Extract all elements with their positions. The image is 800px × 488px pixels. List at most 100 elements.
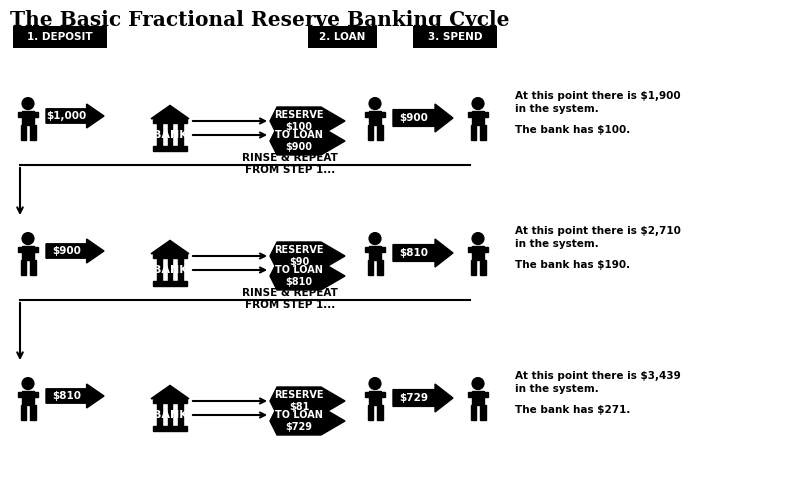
Text: in the system.: in the system. — [515, 384, 598, 394]
Circle shape — [22, 378, 34, 389]
FancyBboxPatch shape — [153, 254, 187, 259]
Text: The bank has $271.: The bank has $271. — [515, 405, 630, 415]
FancyBboxPatch shape — [30, 260, 35, 275]
Circle shape — [369, 233, 381, 244]
Text: RESERVE
$100: RESERVE $100 — [274, 110, 324, 132]
Text: $900: $900 — [52, 246, 81, 256]
FancyBboxPatch shape — [367, 405, 374, 420]
FancyBboxPatch shape — [470, 125, 476, 140]
FancyBboxPatch shape — [22, 246, 34, 260]
FancyBboxPatch shape — [153, 399, 187, 404]
FancyBboxPatch shape — [168, 123, 172, 146]
FancyBboxPatch shape — [369, 246, 382, 260]
FancyBboxPatch shape — [153, 119, 187, 123]
Text: in the system.: in the system. — [515, 104, 598, 114]
FancyBboxPatch shape — [178, 404, 183, 426]
Polygon shape — [151, 241, 189, 254]
Text: FROM STEP 1...: FROM STEP 1... — [245, 165, 335, 175]
FancyBboxPatch shape — [468, 392, 488, 397]
FancyBboxPatch shape — [22, 391, 34, 405]
FancyBboxPatch shape — [18, 392, 38, 397]
FancyBboxPatch shape — [367, 260, 374, 275]
Text: RESERVE
$81: RESERVE $81 — [274, 390, 324, 411]
Text: $1,000: $1,000 — [46, 111, 86, 121]
Polygon shape — [151, 386, 189, 399]
Text: RESERVE
$90: RESERVE $90 — [274, 245, 324, 266]
Text: At this point there is $1,900: At this point there is $1,900 — [515, 91, 681, 101]
Polygon shape — [393, 239, 453, 267]
Polygon shape — [270, 127, 345, 155]
FancyBboxPatch shape — [157, 123, 162, 146]
FancyBboxPatch shape — [168, 259, 172, 281]
Text: $729: $729 — [399, 393, 429, 403]
FancyBboxPatch shape — [369, 111, 382, 125]
FancyBboxPatch shape — [157, 404, 162, 426]
FancyBboxPatch shape — [470, 405, 476, 420]
Circle shape — [22, 233, 34, 244]
FancyBboxPatch shape — [366, 392, 385, 397]
Text: BANK: BANK — [153, 130, 187, 140]
FancyBboxPatch shape — [18, 247, 38, 252]
FancyBboxPatch shape — [21, 405, 26, 420]
Polygon shape — [151, 105, 189, 119]
Circle shape — [472, 233, 484, 244]
FancyBboxPatch shape — [377, 260, 382, 275]
FancyBboxPatch shape — [369, 391, 382, 405]
FancyBboxPatch shape — [308, 26, 377, 48]
FancyBboxPatch shape — [30, 405, 35, 420]
Text: $810: $810 — [399, 248, 429, 258]
Text: 1. DEPOSIT: 1. DEPOSIT — [27, 32, 93, 42]
FancyBboxPatch shape — [367, 125, 374, 140]
Polygon shape — [270, 262, 345, 290]
Polygon shape — [393, 384, 453, 412]
Text: $810: $810 — [52, 391, 81, 401]
FancyBboxPatch shape — [153, 281, 187, 286]
Polygon shape — [270, 387, 345, 415]
FancyBboxPatch shape — [471, 391, 485, 405]
Polygon shape — [393, 104, 453, 132]
Text: RINSE & REPEAT: RINSE & REPEAT — [242, 288, 338, 298]
FancyBboxPatch shape — [22, 111, 34, 125]
Text: The Basic Fractional Reserve Banking Cycle: The Basic Fractional Reserve Banking Cyc… — [10, 10, 510, 30]
FancyBboxPatch shape — [480, 405, 486, 420]
FancyBboxPatch shape — [153, 146, 187, 151]
FancyBboxPatch shape — [178, 259, 183, 281]
Polygon shape — [46, 104, 104, 128]
Text: $900: $900 — [399, 113, 429, 123]
FancyBboxPatch shape — [468, 247, 488, 252]
Text: At this point there is $2,710: At this point there is $2,710 — [515, 226, 681, 236]
Polygon shape — [270, 407, 345, 435]
Polygon shape — [46, 239, 104, 263]
Circle shape — [22, 98, 34, 109]
FancyBboxPatch shape — [168, 404, 172, 426]
Circle shape — [472, 378, 484, 389]
Polygon shape — [270, 107, 345, 135]
Text: BANK: BANK — [153, 265, 187, 275]
Text: RINSE & REPEAT: RINSE & REPEAT — [242, 153, 338, 163]
FancyBboxPatch shape — [468, 112, 488, 117]
Text: in the system.: in the system. — [515, 239, 598, 249]
Text: At this point there is $3,439: At this point there is $3,439 — [515, 371, 681, 381]
FancyBboxPatch shape — [366, 112, 385, 117]
FancyBboxPatch shape — [18, 112, 38, 117]
FancyBboxPatch shape — [21, 125, 26, 140]
Polygon shape — [46, 384, 104, 408]
Text: TO LOAN
$810: TO LOAN $810 — [275, 265, 323, 286]
FancyBboxPatch shape — [153, 426, 187, 431]
FancyBboxPatch shape — [377, 405, 382, 420]
Text: 2. LOAN: 2. LOAN — [319, 32, 366, 42]
Text: The bank has $100.: The bank has $100. — [515, 125, 630, 135]
FancyBboxPatch shape — [480, 260, 486, 275]
FancyBboxPatch shape — [471, 111, 485, 125]
FancyBboxPatch shape — [178, 123, 183, 146]
Text: 3. SPEND: 3. SPEND — [428, 32, 482, 42]
FancyBboxPatch shape — [377, 125, 382, 140]
Polygon shape — [270, 242, 345, 270]
Text: TO LOAN
$900: TO LOAN $900 — [275, 130, 323, 152]
FancyBboxPatch shape — [470, 260, 476, 275]
Text: TO LOAN
$729: TO LOAN $729 — [275, 410, 323, 431]
FancyBboxPatch shape — [366, 247, 385, 252]
FancyBboxPatch shape — [30, 125, 35, 140]
FancyBboxPatch shape — [480, 125, 486, 140]
Circle shape — [369, 378, 381, 389]
